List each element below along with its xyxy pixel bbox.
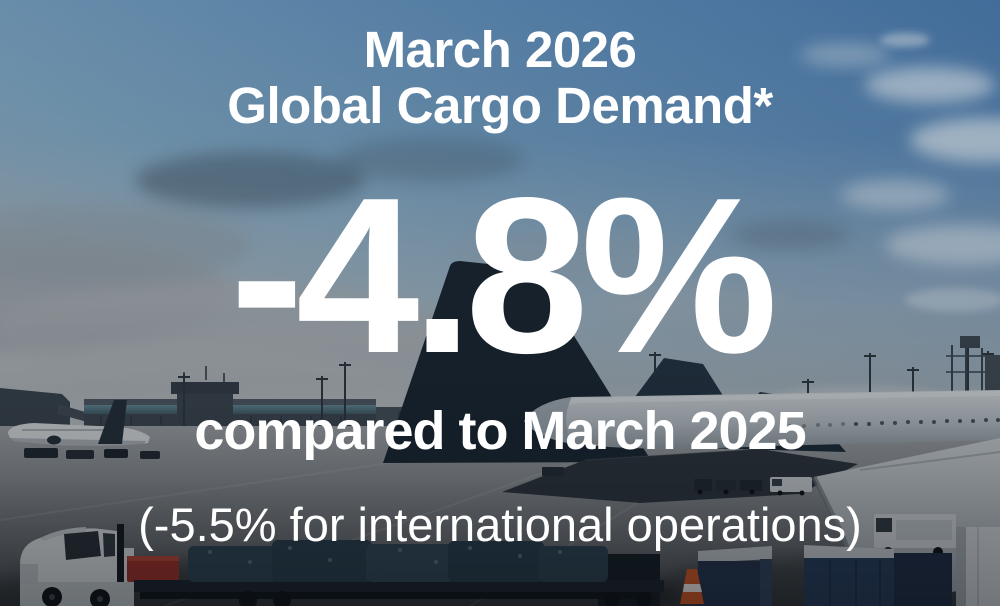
headline-value: -4.8%: [230, 152, 778, 400]
page-title: March 2026 Global Cargo Demand*: [0, 21, 1000, 135]
title-line-2: Global Cargo Demand*: [227, 77, 773, 135]
title-line-1: March 2026: [363, 21, 637, 78]
comparison-text: compared to March 2025: [194, 401, 806, 461]
subnote-text: (-5.5% for international operations): [138, 498, 862, 551]
